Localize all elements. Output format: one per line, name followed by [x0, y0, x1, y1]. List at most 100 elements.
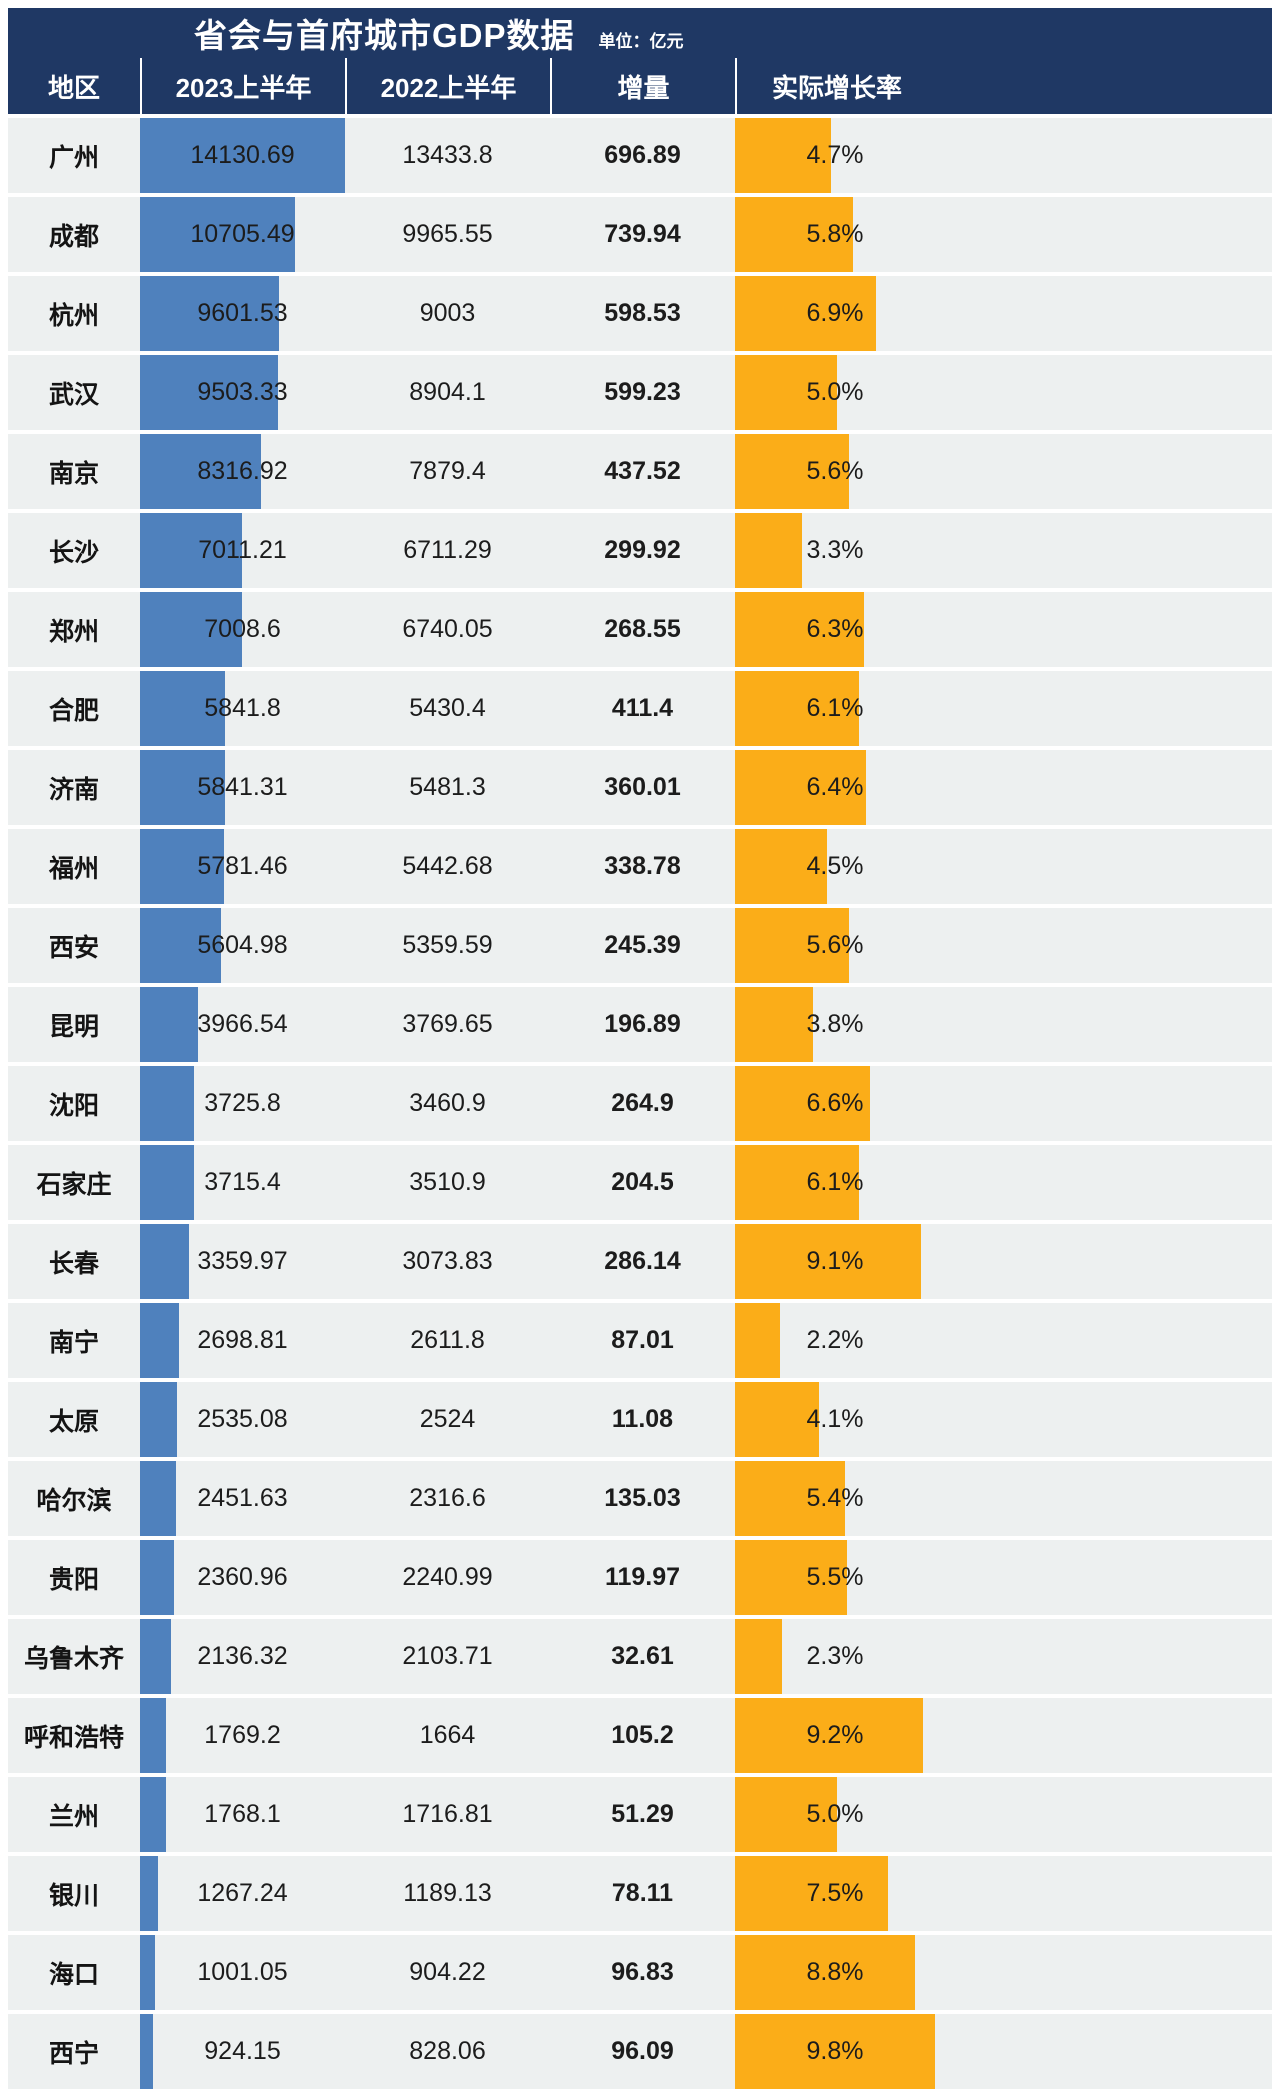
- increment-cell: 268.55: [550, 592, 735, 667]
- growth-rate-cell: 6.9%: [735, 276, 1272, 351]
- gdp-2022-cell: 2316.6: [345, 1461, 550, 1536]
- gdp-2023-bar: [140, 1461, 176, 1536]
- gdp-2023-bar: [140, 829, 224, 904]
- increment-cell: 739.94: [550, 197, 735, 272]
- increment-cell: 196.89: [550, 987, 735, 1062]
- growth-rate-value: 2.2%: [806, 1326, 864, 1354]
- growth-rate-bar: [735, 750, 866, 825]
- growth-rate-value: 7.5%: [806, 1879, 864, 1907]
- growth-rate-bar-area: 4.7%: [735, 118, 935, 193]
- growth-rate-value: 6.3%: [806, 615, 864, 643]
- gdp-2023-value: 5781.46: [197, 852, 288, 880]
- increment-cell: 437.52: [550, 434, 735, 509]
- table-row: 郑州 7008.6 6740.05 268.55 6.3%: [8, 592, 1272, 667]
- gdp-2023-value: 1768.1: [204, 1800, 281, 1828]
- city-name: 南宁: [48, 1328, 99, 1357]
- gdp-2023-bar: [140, 118, 345, 193]
- gdp-2023-bar: [140, 750, 225, 825]
- gdp-2022-value: 3073.83: [402, 1247, 493, 1275]
- growth-rate-cell: 7.5%: [735, 1856, 1272, 1931]
- gdp-2022-cell: 9965.55: [345, 197, 550, 272]
- growth-rate-value: 6.1%: [806, 694, 864, 722]
- increment-value: 51.29: [611, 1800, 674, 1828]
- growth-rate-cell: 9.1%: [735, 1224, 1272, 1299]
- increment-cell: 598.53: [550, 276, 735, 351]
- gdp-2022-cell: 8904.1: [345, 355, 550, 430]
- gdp-2023-value: 3359.97: [197, 1247, 288, 1275]
- gdp-2022-value: 828.06: [409, 2037, 486, 2065]
- growth-rate-cell: 3.3%: [735, 513, 1272, 588]
- city-name: 长春: [48, 1249, 99, 1278]
- growth-rate-bar-area: 4.5%: [735, 829, 935, 904]
- gdp-2022-value: 6740.05: [402, 615, 493, 643]
- growth-rate-bar: [735, 118, 831, 193]
- increment-cell: 51.29: [550, 1777, 735, 1852]
- gdp-2023-cell: 2136.32: [140, 1619, 345, 1694]
- gdp-2022-cell: 5442.68: [345, 829, 550, 904]
- gdp-2023-cell: 1768.1: [140, 1777, 345, 1852]
- gdp-2022-value: 2103.71: [402, 1642, 493, 1670]
- city-name: 银川: [48, 1881, 99, 1910]
- growth-rate-bar: [735, 1698, 923, 1773]
- header-cell-increment: 增量: [550, 58, 735, 114]
- gdp-2023-bar: [140, 671, 225, 746]
- table-row: 成都 10705.49 9965.55 739.94 5.8%: [8, 197, 1272, 272]
- table-row: 太原 2535.08 2524 11.08 4.1%: [8, 1382, 1272, 1457]
- growth-rate-bar-area: 6.3%: [735, 592, 935, 667]
- gdp-2023-value: 2451.63: [197, 1484, 288, 1512]
- growth-rate-value: 8.8%: [806, 1958, 864, 1986]
- increment-value: 96.83: [611, 1958, 674, 1986]
- table-row: 南京 8316.92 7879.4 437.52 5.6%: [8, 434, 1272, 509]
- growth-rate-value: 6.9%: [806, 299, 864, 327]
- growth-rate-bar: [735, 592, 864, 667]
- gdp-2022-cell: 7879.4: [345, 434, 550, 509]
- city-name: 贵阳: [48, 1565, 99, 1594]
- gdp-2022-value: 7879.4: [409, 457, 486, 485]
- growth-rate-bar-area: 8.8%: [735, 1935, 935, 2010]
- city-name: 郑州: [48, 617, 99, 646]
- growth-rate-cell: 5.0%: [735, 1777, 1272, 1852]
- city-name: 长沙: [48, 538, 99, 567]
- gdp-2023-bar: [140, 513, 242, 588]
- gdp-2022-value: 2316.6: [409, 1484, 486, 1512]
- gdp-2022-value: 5442.68: [402, 852, 493, 880]
- city-name: 石家庄: [36, 1170, 112, 1199]
- gdp-2022-cell: 904.22: [345, 1935, 550, 2010]
- growth-rate-cell: 5.0%: [735, 355, 1272, 430]
- gdp-2023-cell: 2535.08: [140, 1382, 345, 1457]
- growth-rate-value: 5.6%: [806, 931, 864, 959]
- growth-rate-bar: [735, 1303, 780, 1378]
- gdp-2023-cell: 924.15: [140, 2014, 345, 2089]
- growth-rate-value: 5.4%: [806, 1484, 864, 1512]
- increment-cell: 338.78: [550, 829, 735, 904]
- gdp-2023-value: 2360.96: [197, 1563, 288, 1591]
- gdp-2023-cell: 2698.81: [140, 1303, 345, 1378]
- gdp-2023-cell: 9503.33: [140, 355, 345, 430]
- increment-value: 437.52: [604, 457, 681, 485]
- table-row: 南宁 2698.81 2611.8 87.01 2.2%: [8, 1303, 1272, 1378]
- increment-value: 119.97: [604, 1563, 681, 1591]
- growth-rate-bar-area: 5.5%: [735, 1540, 935, 1615]
- gdp-2023-cell: 10705.49: [140, 197, 345, 272]
- gdp-2022-value: 3769.65: [402, 1010, 493, 1038]
- gdp-2022-cell: 5481.3: [345, 750, 550, 825]
- table-row: 西安 5604.98 5359.59 245.39 5.6%: [8, 908, 1272, 983]
- gdp-2022-value: 5430.4: [409, 694, 486, 722]
- gdp-2022-value: 3460.9: [409, 1089, 486, 1117]
- table-row: 福州 5781.46 5442.68 338.78 4.5%: [8, 829, 1272, 904]
- increment-value: 360.01: [604, 773, 681, 801]
- growth-rate-bar-area: 6.1%: [735, 1145, 935, 1220]
- growth-rate-cell: 9.2%: [735, 1698, 1272, 1773]
- growth-rate-cell: 5.6%: [735, 434, 1272, 509]
- city-name: 广州: [48, 143, 99, 172]
- gdp-2023-cell: 7011.21: [140, 513, 345, 588]
- growth-rate-bar: [735, 1461, 846, 1536]
- gdp-2023-value: 5841.8: [204, 694, 281, 722]
- increment-value: 105.2: [611, 1721, 674, 1749]
- growth-rate-cell: 6.3%: [735, 592, 1272, 667]
- growth-rate-cell: 6.1%: [735, 1145, 1272, 1220]
- city-name: 济南: [48, 775, 99, 804]
- growth-rate-value: 5.6%: [806, 457, 864, 485]
- header-cell-2022: 2022上半年: [345, 58, 550, 114]
- table-row: 济南 5841.31 5481.3 360.01 6.4%: [8, 750, 1272, 825]
